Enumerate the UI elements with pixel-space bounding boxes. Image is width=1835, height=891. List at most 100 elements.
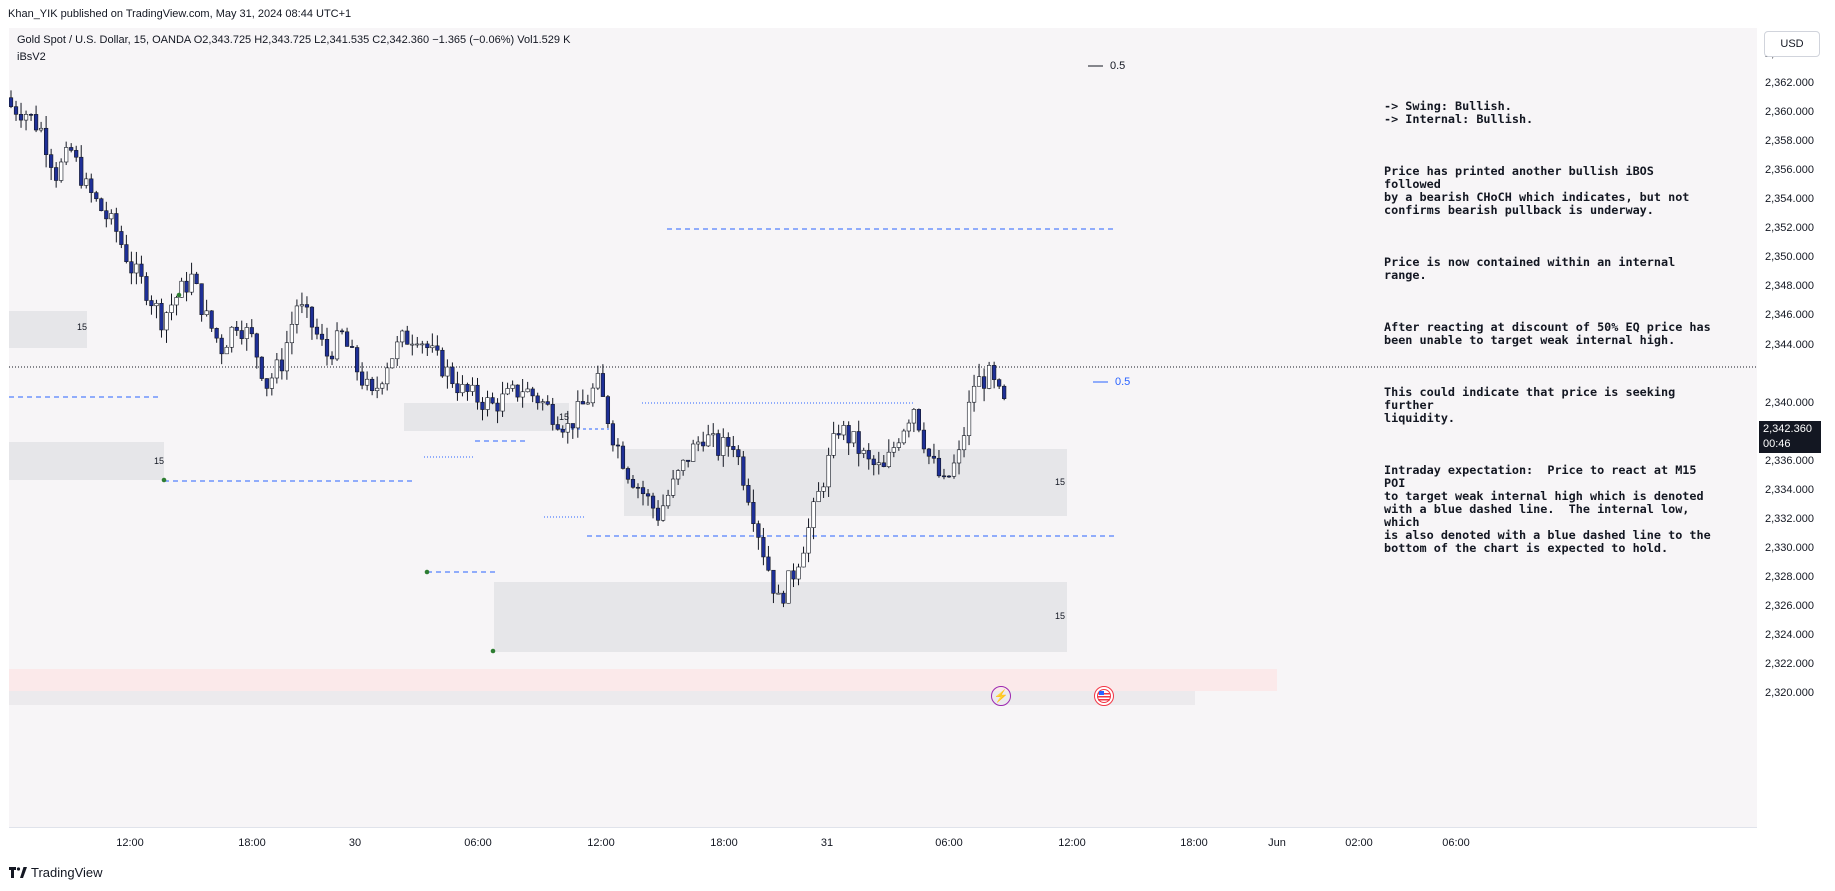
- price-axis-label: 2,348.000: [1765, 280, 1814, 293]
- candle-bear: [465, 384, 470, 392]
- candle-bear: [74, 150, 79, 158]
- session-bar: [9, 669, 1277, 691]
- price-axis-label: 2,350.000: [1765, 251, 1814, 264]
- ob-label: 15: [1055, 611, 1066, 621]
- candle-bear: [535, 395, 540, 404]
- price-axis-label: 2,362.000: [1765, 77, 1814, 90]
- note-paragraph: Price is now contained within an interna…: [1384, 255, 1683, 282]
- candle-bull: [906, 422, 911, 432]
- candle-bear: [982, 376, 987, 389]
- candle-bull: [660, 505, 666, 521]
- candle-bear: [259, 356, 264, 379]
- candle-bear: [530, 388, 535, 397]
- candle-bull: [891, 447, 896, 453]
- price-axis-label: 2,336.000: [1765, 454, 1814, 467]
- candle-bull: [59, 161, 64, 181]
- candle-bear: [630, 478, 636, 488]
- candle-bear: [13, 106, 19, 115]
- candle-bull: [179, 280, 184, 298]
- candle-bull: [164, 312, 169, 331]
- price-axis-label: 2,352.000: [1765, 222, 1814, 235]
- candle-bull: [971, 385, 977, 403]
- candle-bull: [590, 387, 595, 404]
- ob-label: 15: [559, 412, 570, 422]
- candle-bear: [480, 401, 485, 410]
- candle-bear: [846, 425, 851, 444]
- candle-bear: [600, 373, 605, 397]
- lightning-event-icon[interactable]: ⚡: [991, 686, 1011, 706]
- candle-bull: [801, 552, 806, 568]
- time-axis[interactable]: 12:00 18:00 30 06:00 12:00 18:00 31 06:00 12:00 1…: [9, 827, 1757, 856]
- candle-bull: [289, 324, 294, 344]
- price-axis-label: 2,322.000: [1765, 658, 1814, 671]
- price-axis-label: 2,332.000: [1765, 512, 1814, 525]
- candle-bull: [896, 442, 901, 448]
- candle-bear: [309, 306, 315, 328]
- candle-bear: [149, 300, 154, 307]
- candle-bear: [1002, 385, 1007, 399]
- candle-bull: [987, 365, 992, 389]
- candle-bear: [716, 433, 721, 456]
- candle-bear: [731, 446, 736, 450]
- candle-bear: [254, 333, 259, 358]
- candle-bear: [856, 431, 861, 454]
- candle-bull: [134, 263, 139, 274]
- candle-bull: [585, 402, 590, 405]
- candles-group: [9, 90, 1007, 608]
- candle-bear: [701, 441, 706, 447]
- candle-bull: [420, 343, 425, 346]
- candle-bear: [9, 97, 14, 107]
- candle-bear: [997, 379, 1002, 387]
- candle-bear: [324, 339, 330, 357]
- us-flag-event-icon[interactable]: [1094, 686, 1114, 706]
- candle-bull: [841, 425, 846, 436]
- candle-bear: [54, 167, 59, 181]
- candle-bear: [495, 402, 500, 412]
- candle-bull: [876, 462, 881, 466]
- candle-bull: [169, 304, 174, 313]
- candle-bull: [84, 178, 89, 186]
- candle-bear: [560, 428, 565, 433]
- candle-bear: [640, 487, 646, 495]
- candle-bull: [284, 342, 289, 372]
- indicator-legend[interactable]: iBsV2: [17, 51, 46, 63]
- candle-bear: [580, 401, 585, 405]
- candle-bull: [299, 304, 305, 307]
- candle-bear: [199, 283, 204, 315]
- candle-bear: [570, 423, 575, 429]
- candle-bull: [575, 401, 580, 429]
- price-axis-label: 2,344.000: [1765, 338, 1814, 351]
- candle-bear: [871, 458, 876, 466]
- candle-bull: [811, 501, 816, 528]
- candle-bear: [866, 450, 871, 460]
- time-axis-label: 12:00: [1058, 837, 1086, 849]
- candle-bear: [515, 384, 520, 398]
- ob-label: 15: [77, 322, 88, 332]
- candle-bull: [204, 310, 209, 315]
- candle-bear: [18, 114, 24, 121]
- symbol-legend[interactable]: Gold Spot / U.S. Dollar, 15, OANDA O2,34…: [17, 34, 571, 46]
- tradingview-logo[interactable]: TradingView: [9, 865, 103, 880]
- candle-bull: [681, 459, 686, 471]
- candle-bear: [941, 475, 947, 478]
- candle-bull: [415, 343, 420, 346]
- candle-bear: [936, 457, 942, 477]
- candle-bear: [209, 310, 214, 329]
- candle-bear: [555, 424, 560, 430]
- candle-bear: [756, 523, 761, 538]
- candle-bull: [224, 346, 229, 355]
- candlestick-chart[interactable]: [9, 28, 1757, 827]
- candle-bear: [99, 198, 104, 212]
- candle-bear: [992, 365, 997, 380]
- candle-bear: [114, 213, 119, 232]
- time-axis-label: 18:00: [1180, 837, 1208, 849]
- chart-pane[interactable]: 15 15 15 15 15 0.5 0.5 Gold Spot / U.S. …: [9, 28, 1757, 827]
- currency-button[interactable]: USD: [1764, 31, 1820, 57]
- candle-bull: [109, 213, 114, 220]
- candle-bear: [751, 502, 756, 524]
- candle-bear: [881, 462, 886, 467]
- candle-bull: [470, 384, 475, 392]
- candle-bear: [339, 330, 345, 333]
- eq-label-mid: 0.5: [1115, 376, 1131, 388]
- candle-bear: [69, 147, 74, 151]
